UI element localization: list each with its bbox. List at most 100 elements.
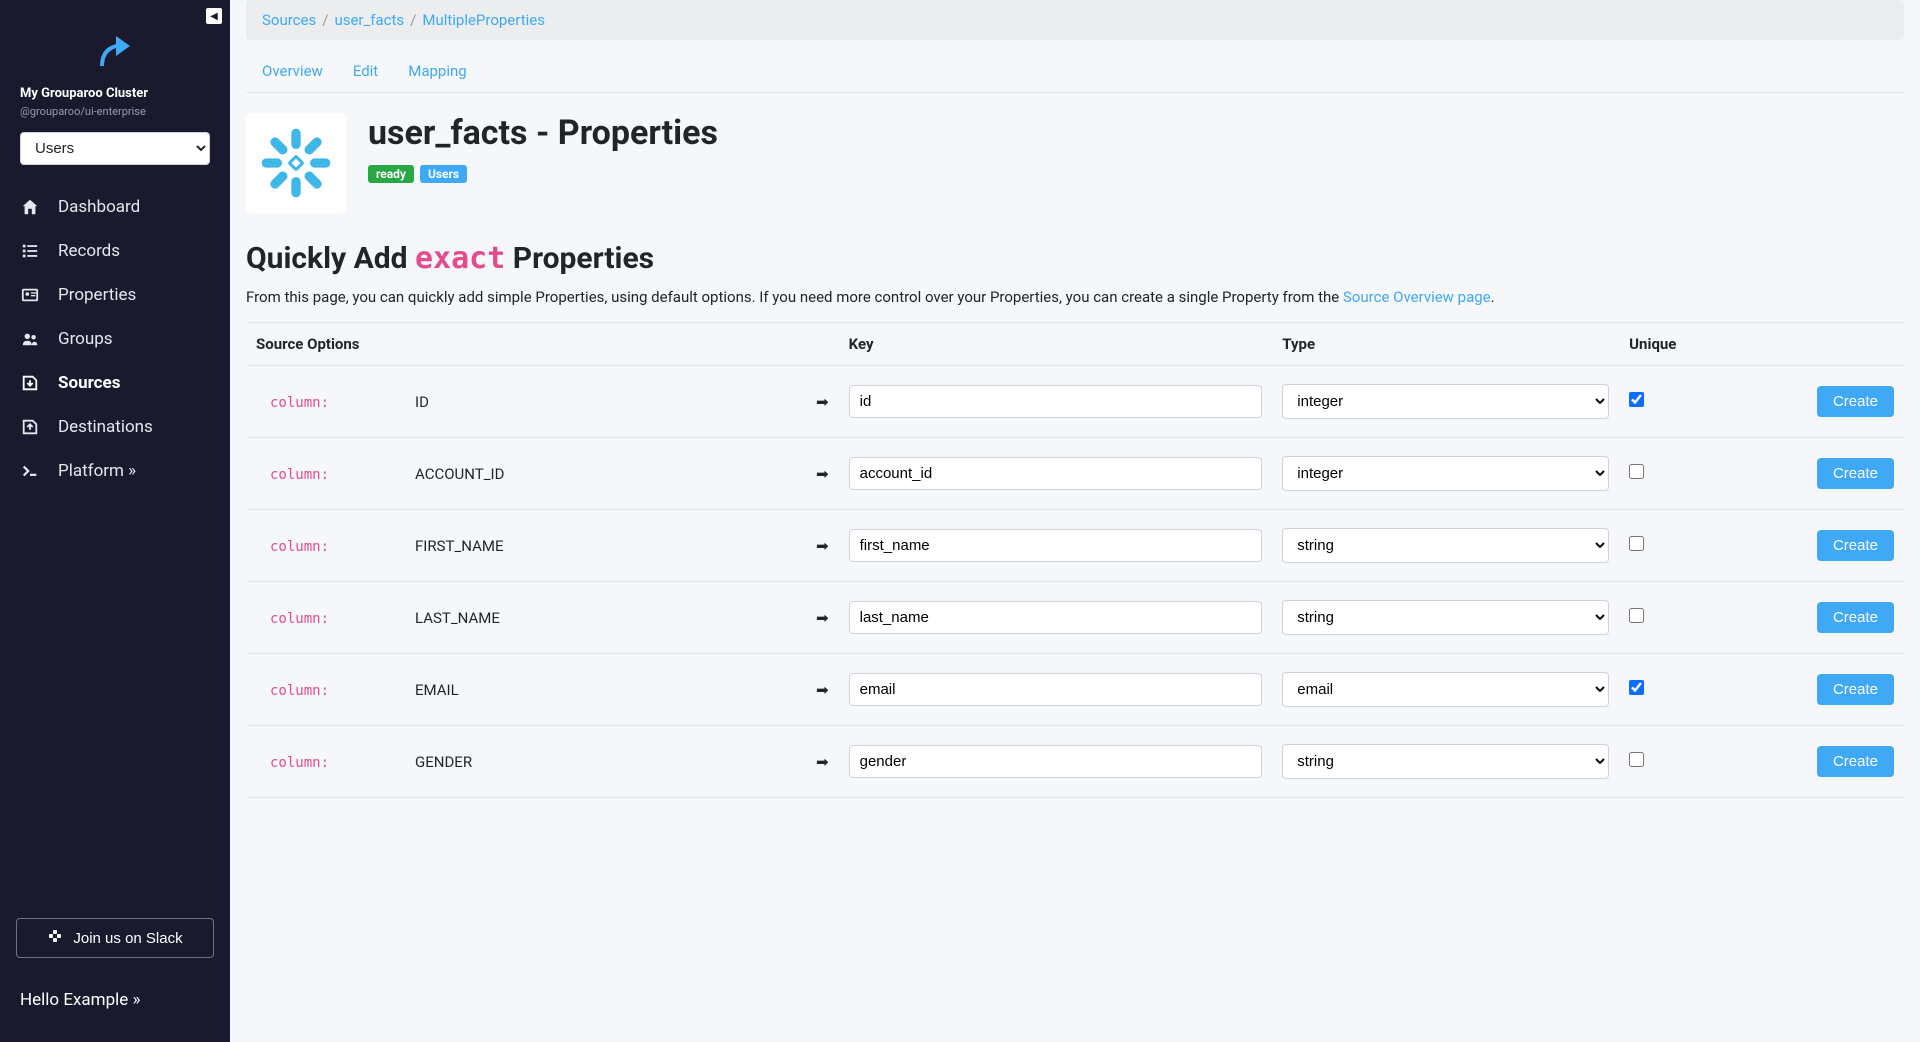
unique-checkbox[interactable] xyxy=(1629,608,1644,623)
key-input[interactable] xyxy=(849,385,1263,418)
id-card-icon xyxy=(20,286,40,304)
sidebar-collapse-icon[interactable]: ◀ xyxy=(206,8,222,24)
arrow-icon: ➡ xyxy=(816,537,829,555)
cluster-name: My Grouparoo Cluster xyxy=(0,86,230,105)
slack-button-label: Join us on Slack xyxy=(73,930,182,947)
tab-mapping[interactable]: Mapping xyxy=(408,62,466,80)
section-description: From this page, you can quickly add simp… xyxy=(246,288,1904,306)
join-slack-button[interactable]: Join us on Slack xyxy=(16,918,214,958)
create-button[interactable]: Create xyxy=(1817,458,1894,489)
table-header-row: Source Options Key Type Unique xyxy=(246,323,1904,366)
type-select[interactable]: integerstringemailfloatbooleandate xyxy=(1282,672,1609,707)
breadcrumb-item[interactable]: MultipleProperties xyxy=(422,11,545,29)
column-name: GENDER xyxy=(415,753,472,771)
users-icon xyxy=(20,330,40,348)
model-badge: Users xyxy=(420,165,467,183)
column-label: column: xyxy=(256,683,329,699)
breadcrumb-item[interactable]: user_facts xyxy=(334,11,404,29)
tabs: Overview Edit Mapping xyxy=(246,52,1904,93)
properties-tbody: column: ID ➡ integerstringemailfloatboolean… xyxy=(246,366,1904,798)
arrow-icon: ➡ xyxy=(816,681,829,699)
sidebar-item-dashboard[interactable]: Dashboard xyxy=(0,185,230,229)
terminal-icon xyxy=(20,462,40,480)
key-input[interactable] xyxy=(849,529,1263,562)
column-name: ACCOUNT_ID xyxy=(415,465,504,483)
col-header-source-options: Source Options xyxy=(246,323,839,366)
logo xyxy=(0,10,230,86)
sidebar-item-destinations[interactable]: Destinations xyxy=(0,405,230,449)
column-label: column: xyxy=(256,467,329,483)
table-row: column:FIRST_NAME➡integerstringemailfloa… xyxy=(246,510,1904,582)
unique-checkbox[interactable] xyxy=(1629,464,1644,479)
sidebar-item-label: Properties xyxy=(58,285,136,305)
sidebar-item-sources[interactable]: Sources xyxy=(0,361,230,405)
badge-row: ready Users xyxy=(368,165,718,183)
nav-list: Dashboard Records Properties Groups Sources D… xyxy=(0,179,230,499)
col-header-key: Key xyxy=(839,323,1273,366)
key-input[interactable] xyxy=(849,601,1263,634)
sidebar-item-label: Platform » xyxy=(58,461,136,481)
unique-checkbox[interactable] xyxy=(1629,752,1644,767)
arrow-icon: ➡ xyxy=(816,753,829,771)
sidebar-item-platform-[interactable]: Platform » xyxy=(0,449,230,493)
key-input[interactable] xyxy=(849,745,1263,778)
page-title: user_facts - Properties xyxy=(368,113,718,153)
type-select[interactable]: integerstringemailfloatbooleandate xyxy=(1282,528,1609,563)
table-row: column:EMAIL➡integerstringemailfloatbool… xyxy=(246,654,1904,726)
column-label: column: xyxy=(256,395,329,411)
arrow-icon: ➡ xyxy=(816,609,829,627)
tab-overview[interactable]: Overview xyxy=(262,62,323,80)
aggregation-method-code: exact xyxy=(415,241,505,276)
arrow-icon: ➡ xyxy=(816,393,829,411)
create-button[interactable]: Create xyxy=(1817,746,1894,777)
type-select[interactable]: integerstringemailfloatbooleandate xyxy=(1282,456,1609,491)
snowflake-icon xyxy=(257,124,335,202)
sidebar-item-label: Records xyxy=(58,241,120,261)
properties-table: Source Options Key Type Unique column: ID… xyxy=(246,322,1904,798)
slack-icon xyxy=(47,928,63,948)
create-button[interactable]: Create xyxy=(1817,674,1894,705)
sidebar-item-properties[interactable]: Properties xyxy=(0,273,230,317)
type-select[interactable]: integerstringemailfloatbooleandate xyxy=(1282,384,1609,419)
table-row: column:ACCOUNT_ID➡integerstringemailfloa… xyxy=(246,438,1904,510)
model-select[interactable]: Users xyxy=(20,132,210,165)
column-name: LAST_NAME xyxy=(415,609,500,627)
type-select[interactable]: integerstringemailfloatbooleandate xyxy=(1282,744,1609,779)
sidebar-item-label: Groups xyxy=(58,329,113,349)
key-input[interactable] xyxy=(849,673,1263,706)
sidebar: ◀ My Grouparoo Cluster @grouparoo/ui-ent… xyxy=(0,0,230,1042)
create-button[interactable]: Create xyxy=(1817,530,1894,561)
sidebar-item-label: Dashboard xyxy=(58,197,140,217)
sidebar-item-label: Sources xyxy=(58,373,120,393)
unique-checkbox[interactable] xyxy=(1629,536,1644,551)
sidebar-item-groups[interactable]: Groups xyxy=(0,317,230,361)
col-header-type: Type xyxy=(1272,323,1619,366)
column-name: ID xyxy=(415,393,429,411)
type-select[interactable]: integerstringemailfloatbooleandate xyxy=(1282,600,1609,635)
status-badge-ready: ready xyxy=(368,165,414,183)
key-input[interactable] xyxy=(849,457,1263,490)
unique-checkbox[interactable] xyxy=(1629,392,1644,407)
table-row: column: ID ➡ integerstringemailfloatboolean… xyxy=(246,366,1904,438)
column-label: column: xyxy=(256,539,329,555)
home-icon xyxy=(20,198,40,216)
download-icon xyxy=(20,374,40,392)
tab-edit[interactable]: Edit xyxy=(353,62,378,80)
sidebar-item-records[interactable]: Records xyxy=(0,229,230,273)
sidebar-item-label: Destinations xyxy=(58,417,153,437)
create-button[interactable]: Create xyxy=(1817,602,1894,633)
source-icon xyxy=(246,113,346,213)
grouparoo-logo-icon xyxy=(90,28,140,76)
breadcrumb: Sources/user_facts/MultipleProperties xyxy=(246,0,1904,40)
table-row: column:GENDER➡integerstringemailfloatboo… xyxy=(246,726,1904,798)
col-header-unique: Unique xyxy=(1619,323,1764,366)
source-overview-link[interactable]: Source Overview page xyxy=(1343,288,1491,306)
column-label: column: xyxy=(256,611,329,627)
unique-checkbox[interactable] xyxy=(1629,680,1644,695)
create-button[interactable]: Create xyxy=(1817,386,1894,417)
list-icon xyxy=(20,242,40,260)
breadcrumb-item[interactable]: Sources xyxy=(262,11,316,29)
section-title: Quickly Add exact Properties xyxy=(246,241,1904,276)
hello-user-link[interactable]: Hello Example » xyxy=(0,968,230,1032)
main-content: Sources/user_facts/MultipleProperties Ov… xyxy=(230,0,1920,1042)
